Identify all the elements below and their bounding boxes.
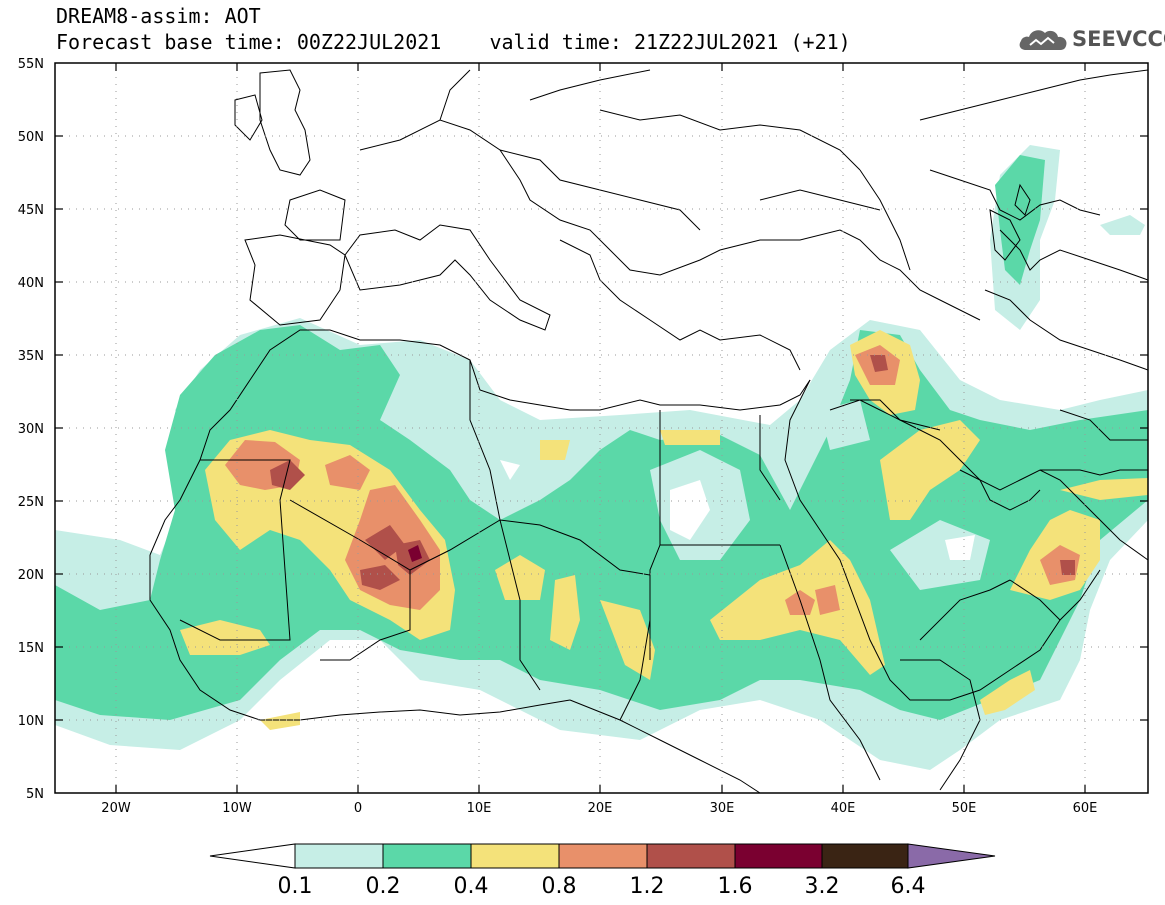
colorbar-swatch [382, 843, 472, 869]
lon-label: 50E [952, 801, 977, 816]
lon-label: 10E [467, 801, 492, 816]
colorbar-label: 0.8 [542, 874, 577, 899]
aot-fields [55, 145, 1148, 770]
lat-label: 55N [18, 57, 44, 72]
colorbar-labels: 0.1 0.2 0.4 0.8 1.2 1.6 3.2 6.4 [278, 874, 926, 899]
colorbar-label: 0.1 [278, 874, 313, 899]
lat-label: 35N [18, 349, 44, 364]
lat-label: 10N [18, 714, 44, 729]
colorbar-label: 0.4 [454, 874, 489, 899]
colorbar-label: 1.6 [718, 874, 753, 899]
graticule [55, 63, 1148, 793]
colorbar-swatch [734, 843, 823, 869]
lat-label: 25N [18, 495, 44, 510]
aot-band-1.6 [408, 545, 422, 562]
colorbar-swatch [558, 843, 648, 869]
lon-label: 60E [1073, 801, 1098, 816]
lat-label: 40N [18, 276, 44, 291]
lat-label: 45N [18, 203, 44, 218]
colorbar-swatch [470, 843, 560, 869]
lat-label: 20N [18, 568, 44, 583]
lon-label: 20W [101, 801, 131, 816]
lon-label: 30E [710, 801, 735, 816]
lat-label: 50N [18, 130, 44, 145]
colorbar-label: 0.2 [366, 874, 401, 899]
colorbar-swatch [294, 843, 384, 869]
colorbar-upper-arrow [907, 843, 996, 869]
map-title: DREAM8-assim: AOT [56, 4, 261, 28]
lon-label: 10W [222, 801, 252, 816]
colorbar-swatch [646, 843, 736, 869]
seevccc-logo: SEEVCCC [1018, 24, 1165, 54]
lat-label: 15N [18, 641, 44, 656]
axis-ticks [55, 63, 1148, 793]
lat-label: 30N [18, 422, 44, 437]
colorbar-label: 1.2 [630, 874, 665, 899]
lat-label: 5N [26, 787, 44, 802]
colorbar-lower-arrow [209, 843, 296, 869]
lon-label: 40E [831, 801, 856, 816]
colorbar-label: 3.2 [805, 874, 840, 899]
cloud-icon [1019, 30, 1067, 50]
forecast-times: Forecast base time: 00Z22JUL2021 valid t… [56, 30, 851, 54]
colorbar-label: 6.4 [891, 874, 926, 899]
colorbar [209, 843, 996, 869]
latitude-labels: 55N 50N 45N 40N 35N 30N 25N 20N 15N 10N … [18, 57, 44, 802]
lon-label: 0 [354, 801, 362, 816]
longitude-labels: 20W 10W 0 10E 20E 30E 40E 50E 60E [101, 801, 1097, 816]
aot-low-holes [500, 460, 975, 560]
coastlines-borders [149, 69, 1148, 793]
colorbar-swatch [821, 843, 909, 869]
lon-label: 20E [588, 801, 613, 816]
logo-text: SEEVCCC [1072, 27, 1165, 51]
